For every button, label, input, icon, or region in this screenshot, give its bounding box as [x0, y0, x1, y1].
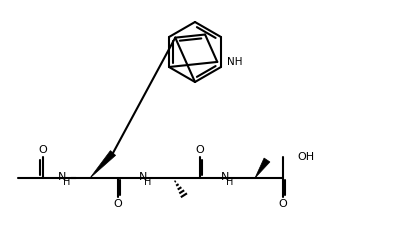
Text: OH: OH	[296, 152, 313, 162]
Text: O: O	[195, 145, 204, 155]
Text: N: N	[58, 172, 66, 182]
Text: N: N	[138, 172, 147, 182]
Polygon shape	[90, 151, 115, 178]
Text: H: H	[226, 177, 233, 187]
Text: O: O	[38, 145, 47, 155]
Text: N: N	[220, 172, 229, 182]
Text: H: H	[144, 177, 151, 187]
Text: H: H	[63, 177, 71, 187]
Text: O: O	[113, 199, 122, 209]
Text: NH: NH	[227, 57, 242, 67]
Polygon shape	[254, 158, 269, 178]
Text: O: O	[278, 199, 287, 209]
